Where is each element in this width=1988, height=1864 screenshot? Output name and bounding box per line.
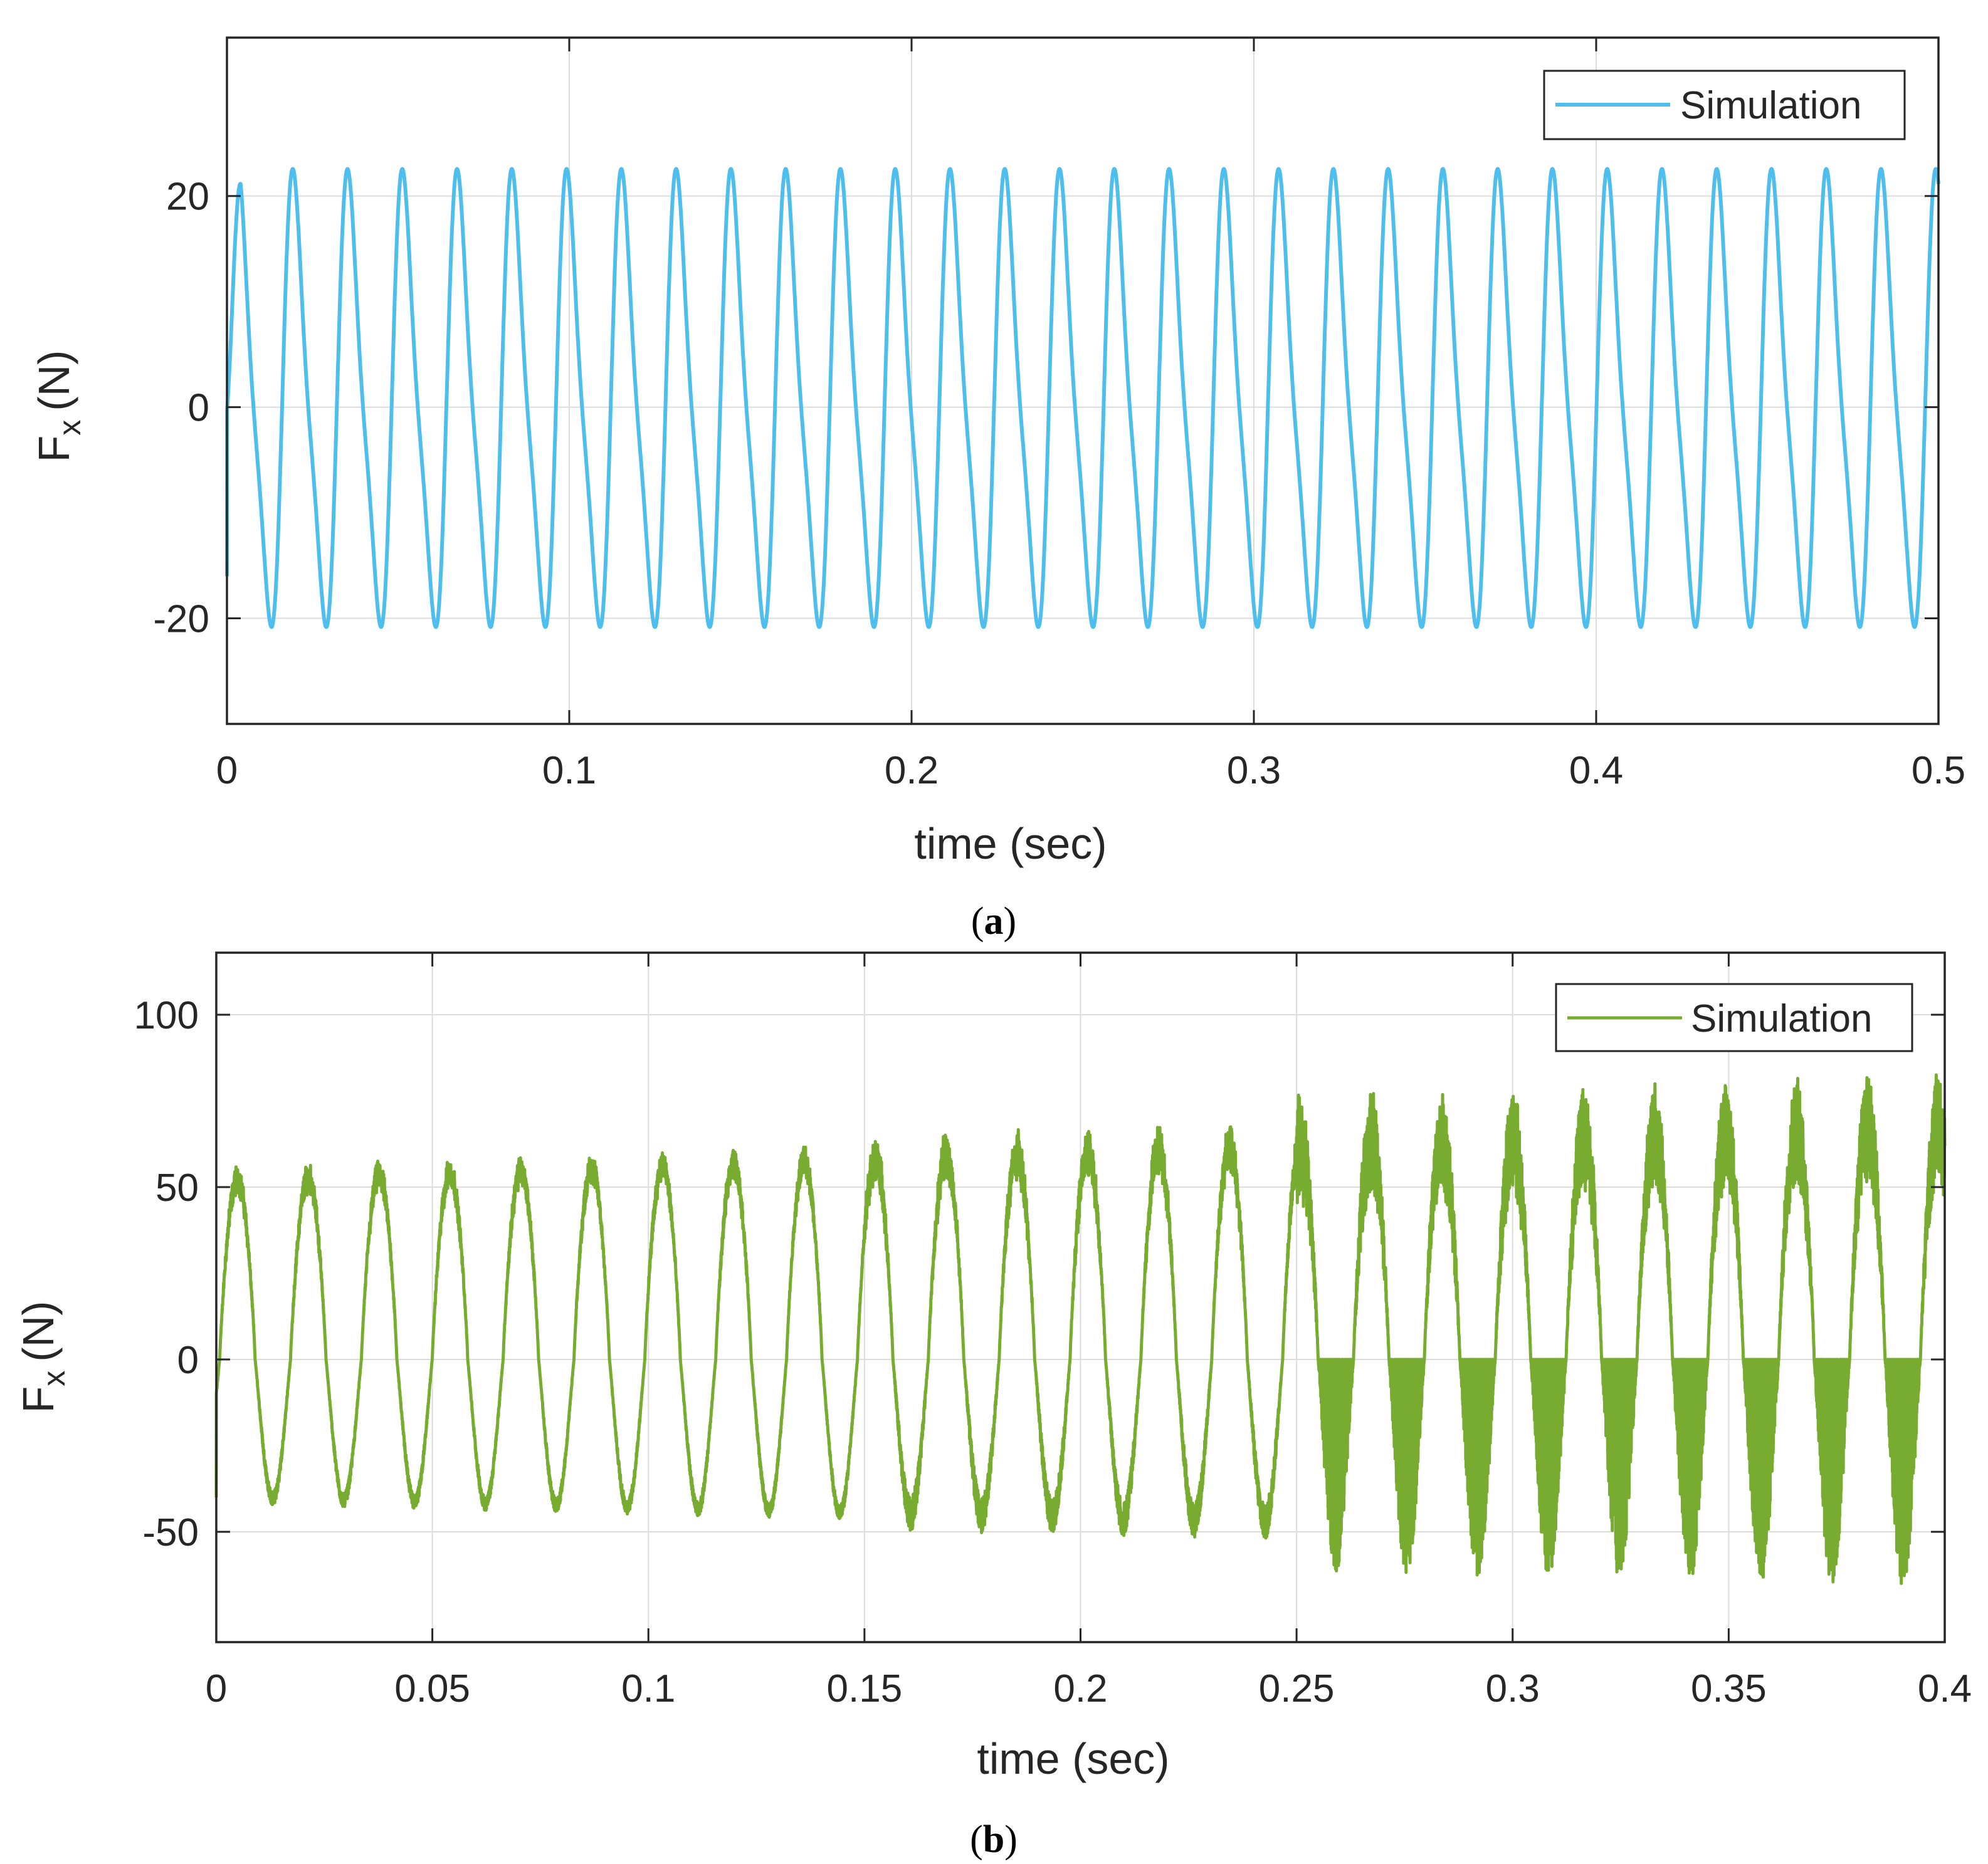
x-tick-label: 0.3 <box>1227 749 1281 792</box>
y-axis-label-b-unit: (N) <box>14 1301 63 1362</box>
legend-b-label: Simulation <box>1691 997 1872 1040</box>
y-tick-label: -20 <box>153 598 209 641</box>
caption-a-letter: a <box>984 900 1004 943</box>
x-tick-label: 0.2 <box>1053 1667 1107 1710</box>
x-tick-label: 0.35 <box>1691 1667 1767 1710</box>
caption-b: (b) <box>970 1818 1018 1861</box>
x-tick-label: 0.2 <box>885 749 939 792</box>
chart-panel-a: 0 0.1 0.2 0.3 0.4 0.5 -20 0 20 Simulation time (… <box>29 36 1966 943</box>
y-tick-label: 20 <box>166 175 209 219</box>
x-tick-label: 0.1 <box>621 1667 675 1710</box>
legend-b: Simulation <box>1555 983 1913 1052</box>
y-axis-label-b: Fx (N) <box>14 1301 71 1413</box>
x-axis-label-a: time (sec) <box>914 819 1107 868</box>
x-tick-label: 0.05 <box>394 1667 470 1710</box>
x-tick-label: 0.4 <box>1918 1667 1972 1710</box>
x-tick-label: 0.5 <box>1912 749 1965 792</box>
svg-text:Fx(N): Fx (N) <box>29 350 87 463</box>
svg-text:Fx(N): Fx (N) <box>14 1301 71 1413</box>
y-tick-label: 0 <box>188 387 209 430</box>
y-tick-label: -50 <box>142 1511 199 1554</box>
x-tick-label: 0.1 <box>542 749 596 792</box>
y-axis-label-a-unit: (N) <box>29 350 78 411</box>
panel-a-ticks: 0 0.1 0.2 0.3 0.4 0.5 -20 0 20 <box>153 38 1965 792</box>
legend-a-label: Simulation <box>1680 84 1861 127</box>
y-axis-label-a-main: F <box>29 436 78 463</box>
caption-a: (a) <box>971 900 1016 943</box>
panel-a-axes-frame <box>226 36 1940 725</box>
y-axis-label-a: Fx (N) <box>29 350 87 463</box>
x-tick-label: 0.25 <box>1259 1667 1335 1710</box>
chart-panel-b: 0 0.05 0.1 0.15 0.2 0.25 0.3 0.35 0.4 -50 0 50 100 S… <box>14 951 1972 1861</box>
x-tick-label: 0 <box>206 1667 227 1710</box>
series-line-simulation-a <box>225 167 1940 629</box>
caption-b-letter: b <box>983 1818 1004 1861</box>
x-tick-label: 0 <box>216 749 238 792</box>
y-axis-label-b-sub: x <box>36 1371 71 1386</box>
panel-a-series <box>225 167 1940 629</box>
panel-b-series <box>214 1073 1947 1585</box>
x-tick-label: 0.4 <box>1569 749 1623 792</box>
y-tick-label: 0 <box>177 1339 199 1382</box>
x-tick-label: 0.3 <box>1486 1667 1540 1710</box>
x-tick-label: 0.15 <box>827 1667 903 1710</box>
x-axis-label-b: time (sec) <box>977 1734 1169 1783</box>
series-line-simulation-b <box>214 1073 1947 1585</box>
y-tick-label: 100 <box>134 994 199 1037</box>
y-axis-label-b-main: F <box>14 1386 63 1413</box>
legend-a: Simulation <box>1543 70 1906 140</box>
y-axis-label-a-sub: x <box>52 420 87 436</box>
y-tick-label: 50 <box>155 1166 199 1210</box>
panel-b-ticks: 0 0.05 0.1 0.15 0.2 0.25 0.3 0.35 0.4 -50 0 50 100 <box>134 953 1972 1710</box>
